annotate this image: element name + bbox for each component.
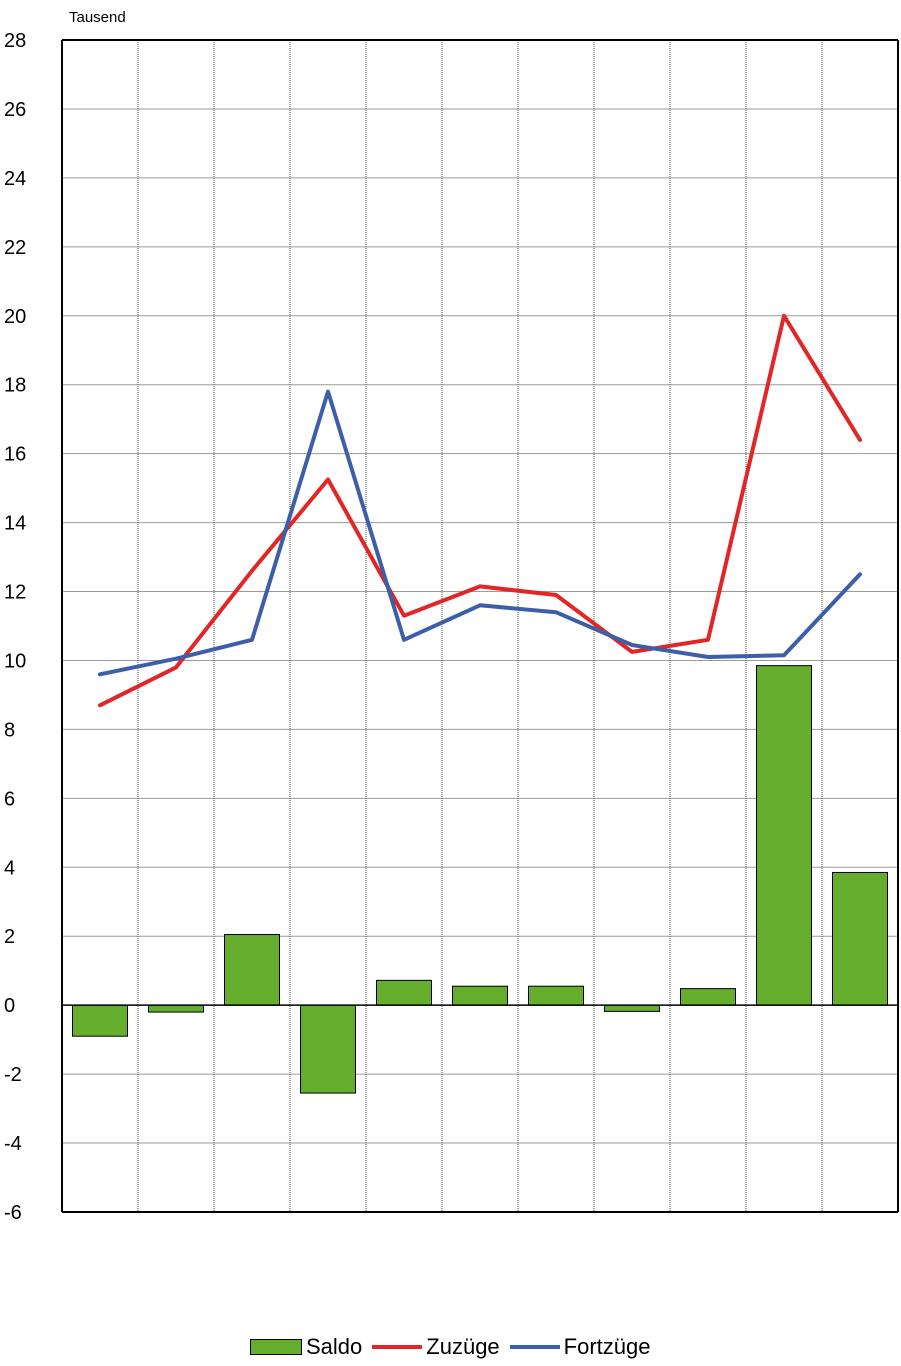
series-lines [98,313,862,708]
y-tick-label-4: 4 [4,857,15,879]
legend-swatch-saldo [250,1339,302,1355]
bar-saldo-2018 [452,985,508,1006]
line-fortzuege [98,389,862,677]
bar-saldo-2016 [300,1004,356,1094]
y-tick-label-28: 28 [4,30,26,52]
legend-item-fortzuege: Fortzüge [509,1334,651,1360]
y-axis-unit-label: Tausend [69,9,126,26]
legend-label-fortzuege: Fortzüge [563,1334,651,1359]
tick-labels: -6-4-20246810121416182022242628201320142… [4,30,26,1224]
bar-saldo-2022 [756,665,812,1006]
saldo-bars [72,665,888,1094]
legend-item-saldo: Saldo [250,1334,362,1360]
bar-saldo-2021 [680,988,736,1006]
legend-label-zuzuege: Zuzüge [426,1334,500,1359]
y-tick-label-12: 12 [4,582,26,604]
axes [61,39,899,1213]
y-tick-label-10: 10 [4,650,26,672]
legend-swatch-zuzuege [372,1345,423,1349]
line-zuzuege [98,313,862,708]
legend-label-saldo: Saldo [306,1334,363,1359]
y-tick-label-14: 14 [4,513,26,535]
y-tick-label-2: 2 [4,926,15,948]
y-tick-label-18: 18 [4,375,26,397]
gridlines [62,39,898,1212]
legend-swatch-fortzuege [509,1345,560,1349]
y-tick-label-24: 24 [4,168,26,190]
y-tick-label-6: 6 [4,788,15,810]
legend: Saldo Zuzüge Fortzüge [250,1334,661,1360]
legend-item-zuzuege: Zuzüge [372,1334,500,1360]
bar-saldo-2014 [148,1004,204,1013]
bar-saldo-2013 [72,1004,128,1037]
y-tick-label--4: -4 [4,1133,22,1155]
bar-saldo-2017 [376,979,432,1006]
y-tick-label--2: -2 [4,1064,22,1086]
y-tick-label-8: 8 [4,719,15,741]
y-tick-label-22: 22 [4,237,26,259]
bar-saldo-2023 [832,871,888,1006]
bar-saldo-2015 [224,934,280,1006]
bar-saldo-2020 [604,1004,660,1012]
y-tick-label-0: 0 [4,995,15,1017]
y-tick-label-20: 20 [4,306,26,328]
bar-saldo-2019 [528,985,584,1006]
y-tick-label--6: -6 [4,1202,22,1224]
y-tick-label-16: 16 [4,444,26,466]
y-tick-label-26: 26 [4,99,26,121]
